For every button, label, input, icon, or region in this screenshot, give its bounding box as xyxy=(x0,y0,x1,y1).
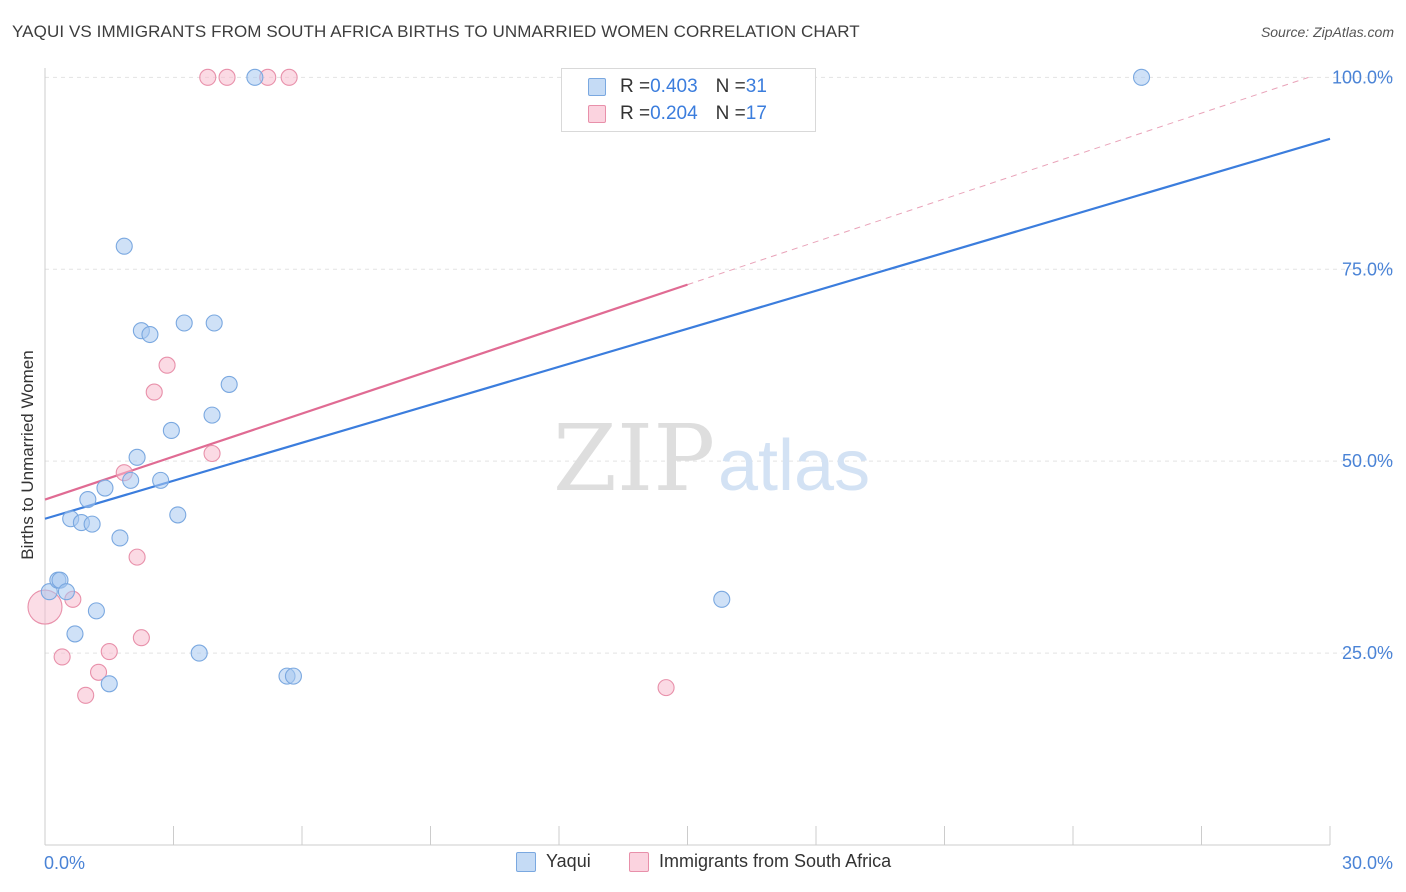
legend-item-yaqui[interactable]: Yaqui xyxy=(516,851,591,872)
yaqui-point xyxy=(141,325,159,344)
chart-title: YAQUI VS IMMIGRANTS FROM SOUTH AFRICA BI… xyxy=(12,22,860,41)
yaqui-point xyxy=(205,314,223,332)
yaqui-point xyxy=(100,675,118,693)
south-africa-legend-swatch xyxy=(629,851,649,872)
south-africa-point xyxy=(280,68,298,86)
r-value: 0.403 xyxy=(650,76,698,97)
points-layer xyxy=(27,68,1151,704)
yaqui-point xyxy=(190,644,208,662)
n-label: N = xyxy=(715,103,746,124)
south-africa-point xyxy=(132,629,150,647)
south-africa-trend-line xyxy=(44,283,688,501)
yaqui-point xyxy=(40,583,58,601)
south-africa-swatch xyxy=(588,105,606,123)
yaqui-point xyxy=(175,314,193,332)
yaqui-swatch xyxy=(588,78,606,96)
r-label: R = xyxy=(620,103,651,124)
yaqui-point xyxy=(220,375,238,393)
south-africa-point xyxy=(128,548,146,566)
yaqui-point xyxy=(1132,68,1151,86)
grid-layer xyxy=(45,76,1395,654)
source-credit: Source: ZipAtlas.com xyxy=(1260,24,1394,40)
yaqui-point xyxy=(87,602,105,620)
r-value: 0.204 xyxy=(650,103,698,124)
y-axis-label: Births to Unmarried Women xyxy=(18,350,37,560)
yaqui-point xyxy=(96,479,114,497)
south-africa-point xyxy=(77,686,95,704)
yaqui-point xyxy=(128,448,146,466)
watermark-zip: ZIP xyxy=(553,405,715,512)
n-value: 17 xyxy=(745,103,767,124)
south-africa-point xyxy=(158,356,176,374)
legend-label-yaqui: Yaqui xyxy=(546,851,591,871)
stats-legend: R = 0.403 N = 31 R = 0.204 N = 17 xyxy=(561,68,816,132)
n-label: N = xyxy=(715,76,746,97)
trend-layer xyxy=(44,76,1331,520)
yaqui-point xyxy=(713,590,731,608)
x-tick-label: 30.0% xyxy=(1342,853,1393,873)
yaqui-point xyxy=(246,68,264,86)
yaqui-point xyxy=(111,529,129,547)
watermark: ZIP atlas xyxy=(553,405,870,512)
south-africa-point xyxy=(53,648,71,666)
south-africa-point xyxy=(89,663,108,681)
stats-legend-row-south-africa: R = 0.204 N = 17 xyxy=(588,100,767,128)
legend-item-south-africa[interactable]: Immigrants from South Africa xyxy=(629,851,891,872)
south-africa-point xyxy=(657,679,675,697)
stats-legend-row-yaqui: R = 0.403 N = 31 xyxy=(588,73,767,101)
yaqui-point xyxy=(66,625,84,643)
legend-label-south-africa: Immigrants from South Africa xyxy=(659,851,892,871)
yaqui-point xyxy=(203,406,221,424)
yaqui-legend-swatch xyxy=(516,851,536,872)
y-tick-label: 25.0% xyxy=(1342,643,1393,663)
tick-label-layer: 25.0% 50.0% 75.0% 100.0% 0.0% 30.0% xyxy=(44,67,1393,873)
y-tick-label: 50.0% xyxy=(1342,451,1393,471)
y-tick-label: 100.0% xyxy=(1332,67,1393,87)
yaqui-point xyxy=(152,471,170,489)
r-label: R = xyxy=(620,76,651,97)
south-africa-point xyxy=(100,643,118,661)
south-africa-point xyxy=(199,68,217,86)
yaqui-point xyxy=(79,491,97,509)
south-africa-point xyxy=(145,383,163,401)
yaqui-point xyxy=(115,237,133,255)
n-value: 31 xyxy=(745,76,767,97)
yaqui-point xyxy=(162,421,180,440)
x-tick-label: 0.0% xyxy=(44,853,85,873)
yaqui-trend-line xyxy=(44,137,1331,520)
axis-layer xyxy=(44,68,1331,846)
y-tick-label: 75.0% xyxy=(1342,259,1393,279)
yaqui-point xyxy=(57,583,75,601)
series-legend: Yaqui Immigrants from South Africa xyxy=(0,851,1406,877)
watermark-atlas: atlas xyxy=(718,426,870,506)
south-africa-point xyxy=(203,444,221,463)
yaqui-point xyxy=(284,667,302,685)
yaqui-point xyxy=(83,515,101,533)
yaqui-point xyxy=(122,471,140,489)
yaqui-point xyxy=(169,506,187,524)
south-africa-point xyxy=(218,68,236,86)
